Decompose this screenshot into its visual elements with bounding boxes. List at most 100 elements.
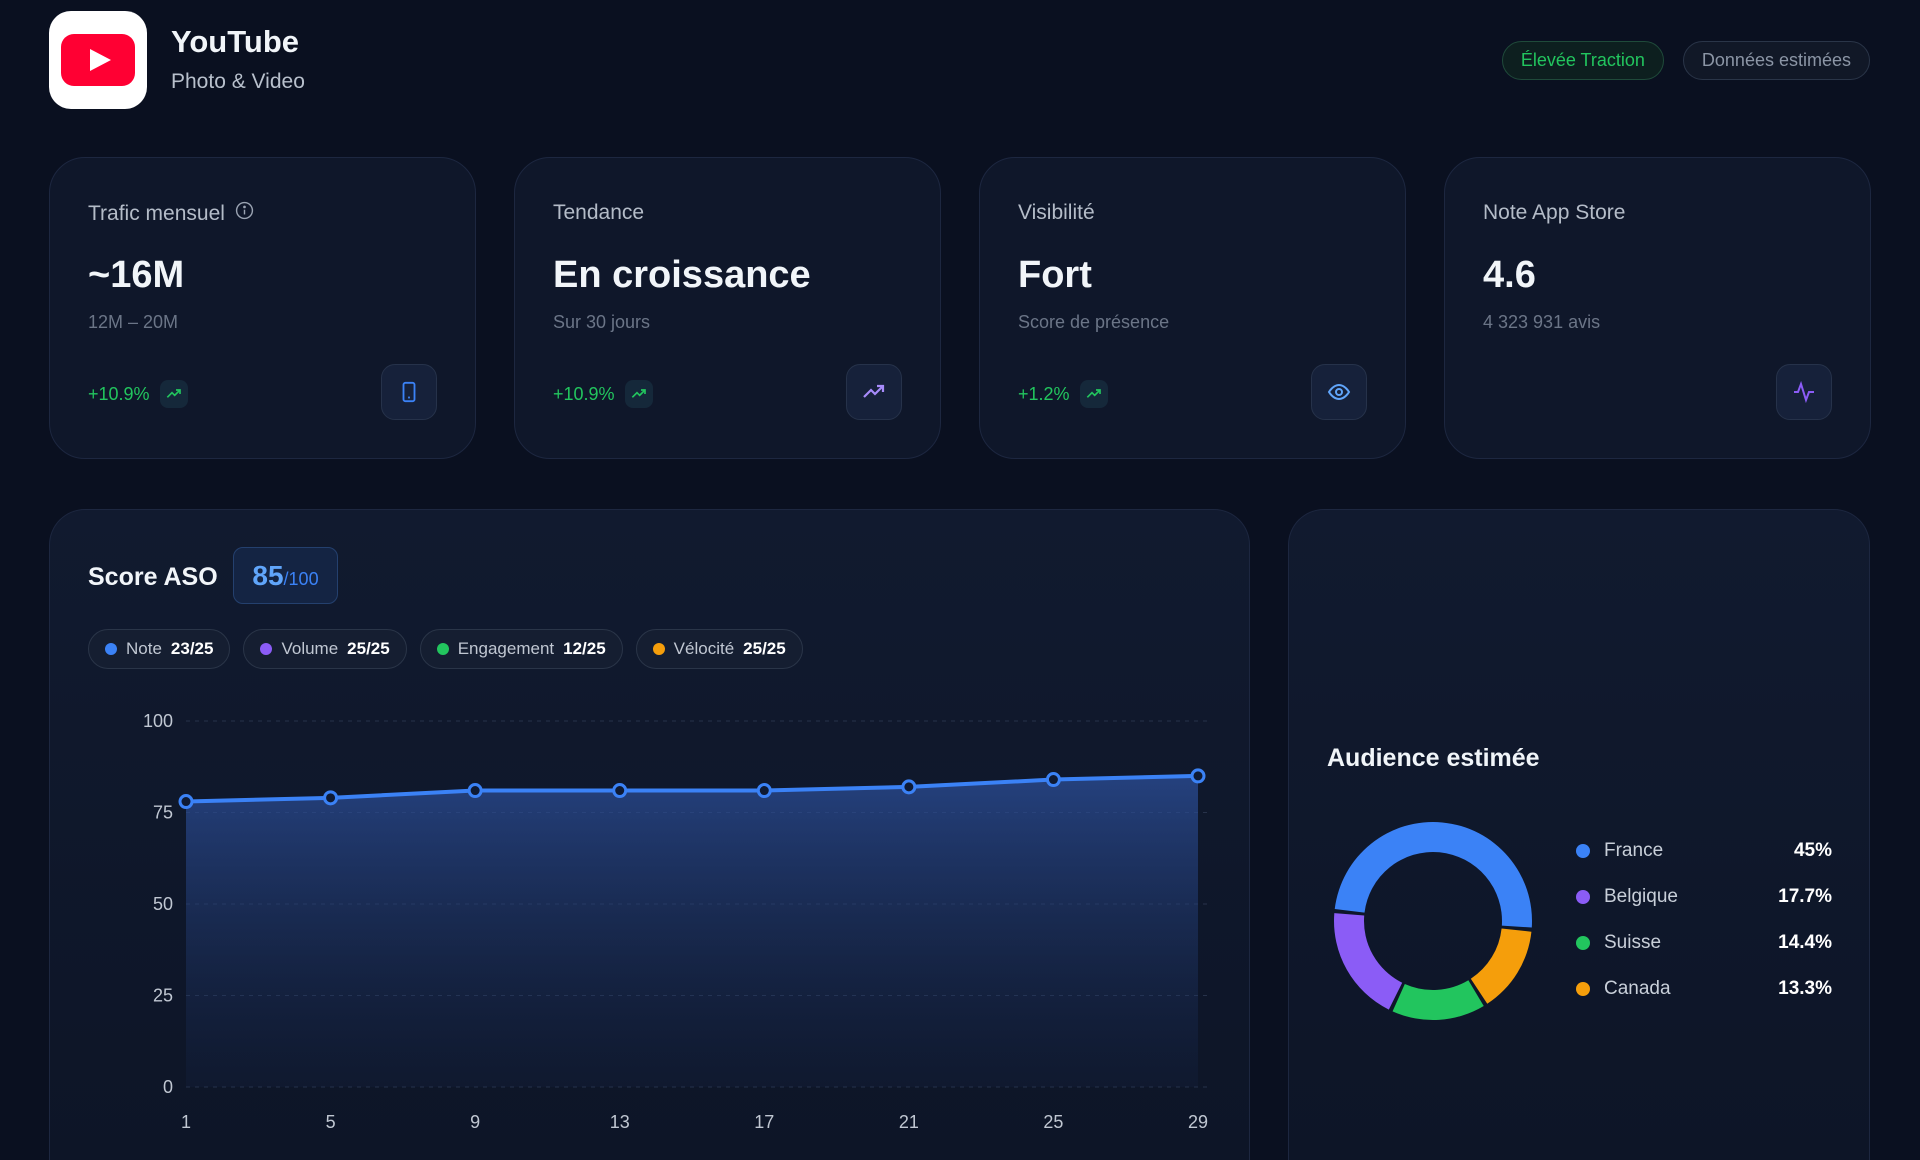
stat-change: +10.9% [88, 383, 150, 404]
x-tick-label: 13 [610, 1112, 630, 1132]
component-score: 25/25 [347, 639, 390, 658]
y-tick-label: 75 [153, 803, 173, 823]
component-pill: Vélocité 25/25 [635, 629, 803, 669]
score-components: Note 23/25 Volume 25/25 Engagement 12/25 Véloc… [88, 629, 803, 669]
component-name: Vélocité [673, 639, 735, 658]
badges: Élevée Traction Données estimées [1501, 41, 1870, 80]
stat-label-row: Note App Store [1483, 201, 1625, 225]
stat-sub: 12M – 20M [88, 312, 179, 332]
legend-dot [1576, 844, 1590, 858]
stat-label: Visibilité [1018, 201, 1095, 224]
stat-change-row: +10.9% [88, 380, 188, 408]
youtube-logo [61, 34, 135, 86]
component-dot [260, 643, 273, 655]
legend-item: Belgique 17.7% [1576, 886, 1832, 908]
score: 85 [252, 560, 284, 591]
line [185, 773, 1199, 804]
stat-label: Trafic mensuel [88, 201, 225, 225]
stat-value: Fort [1018, 254, 1092, 296]
component-score: 25/25 [743, 639, 786, 658]
donut-segment [1392, 980, 1484, 1020]
aso-score: 85/100 [233, 547, 338, 604]
legend-dot [1576, 936, 1590, 950]
stat-value: 4.6 [1483, 254, 1536, 296]
x-tick-label: 29 [1188, 1112, 1208, 1132]
legend-label: Belgique [1604, 886, 1678, 907]
area [186, 775, 1198, 1087]
x-tick-label: 9 [470, 1112, 480, 1132]
donut-segment [1470, 928, 1532, 1004]
component-dot [652, 643, 665, 655]
app-icon [49, 11, 147, 109]
stat-icon [381, 364, 437, 420]
stat-sub: Score de présence [1018, 312, 1170, 332]
component-score: 23/25 [170, 639, 214, 658]
legend-item: Suisse 14.4% [1576, 932, 1832, 954]
component-name: Note [126, 639, 162, 658]
point [756, 783, 772, 799]
badge: Données estimées [1682, 41, 1870, 80]
legend-label: Suisse [1604, 932, 1662, 953]
legend-value: 45% [1793, 840, 1832, 861]
component-name: Volume [281, 639, 339, 658]
point [323, 790, 339, 806]
legend-value: 13.3% [1778, 978, 1832, 999]
point [1045, 772, 1061, 788]
trend-icon [159, 380, 188, 408]
legend-item: France 45% [1576, 840, 1832, 862]
stat-change: +10.9% [553, 383, 615, 404]
y-tick-label: 50 [153, 894, 173, 914]
app-name: YouTube [171, 24, 299, 59]
stat-icon [1311, 364, 1367, 420]
stat-label-row: Tendance [553, 201, 644, 225]
y-tick-label: 25 [153, 986, 173, 1006]
trend-icon [624, 380, 653, 408]
stat-card: Trafic mensuel ~16M 12M – 20M +10.9% [49, 157, 476, 459]
legend-item: Canada 13.3% [1576, 978, 1832, 1000]
stat-sub: 4 323 931 avis [1483, 312, 1601, 332]
legend-dot [1576, 982, 1590, 996]
component-pill: Volume 25/25 [243, 629, 407, 669]
point [901, 779, 917, 795]
legend-value: 14.4% [1778, 932, 1832, 953]
component-score: 12/25 [563, 639, 606, 658]
component-pill: Engagement 12/25 [419, 629, 623, 669]
y-tick-label: 100 [143, 711, 173, 731]
component-pill: Note 23/25 [88, 629, 231, 669]
stat-icon [846, 364, 902, 420]
component-dot [105, 643, 117, 655]
legend-value: 17.7% [1778, 886, 1832, 907]
component-dot [436, 643, 449, 655]
stat-label: Note App Store [1483, 201, 1626, 224]
stat-label-row: Visibilité [1018, 201, 1095, 225]
y-tick-label: 0 [163, 1077, 173, 1097]
aso-title: Score ASO [88, 563, 218, 591]
stat-value: En croissance [553, 254, 811, 296]
info-icon [235, 201, 254, 226]
point [612, 783, 628, 799]
stat-sub: Sur 30 jours [553, 312, 651, 332]
component-name: Engagement [457, 639, 555, 658]
app-category: Photo & Video [171, 70, 305, 93]
stat-card: Visibilité Fort Score de présence +1.2% [979, 157, 1406, 459]
stat-card: Tendance En croissance Sur 30 jours +10.9% [514, 157, 941, 459]
x-tick-label: 17 [754, 1112, 774, 1132]
trend-icon [1079, 380, 1108, 408]
donut-segment [1334, 913, 1403, 1010]
audience-title: Audience estimée [1327, 744, 1540, 772]
stat-label: Tendance [553, 201, 645, 224]
stat-change-row: +1.2% [1018, 380, 1108, 408]
x-tick-label: 25 [1043, 1112, 1063, 1132]
donut-segment [1334, 821, 1532, 928]
stat-icon [1776, 364, 1832, 420]
legend-label: Canada [1604, 978, 1671, 999]
x-tick-label: 1 [181, 1112, 191, 1132]
stat-change: +1.2% [1018, 383, 1070, 404]
stat-change-row: +10.9% [553, 380, 653, 408]
legend-dot [1576, 890, 1590, 904]
stat-value: ~16M [88, 254, 185, 296]
stat-card: Note App Store 4.6 4 323 931 avis [1444, 157, 1871, 459]
score-max: /100 [283, 569, 319, 589]
